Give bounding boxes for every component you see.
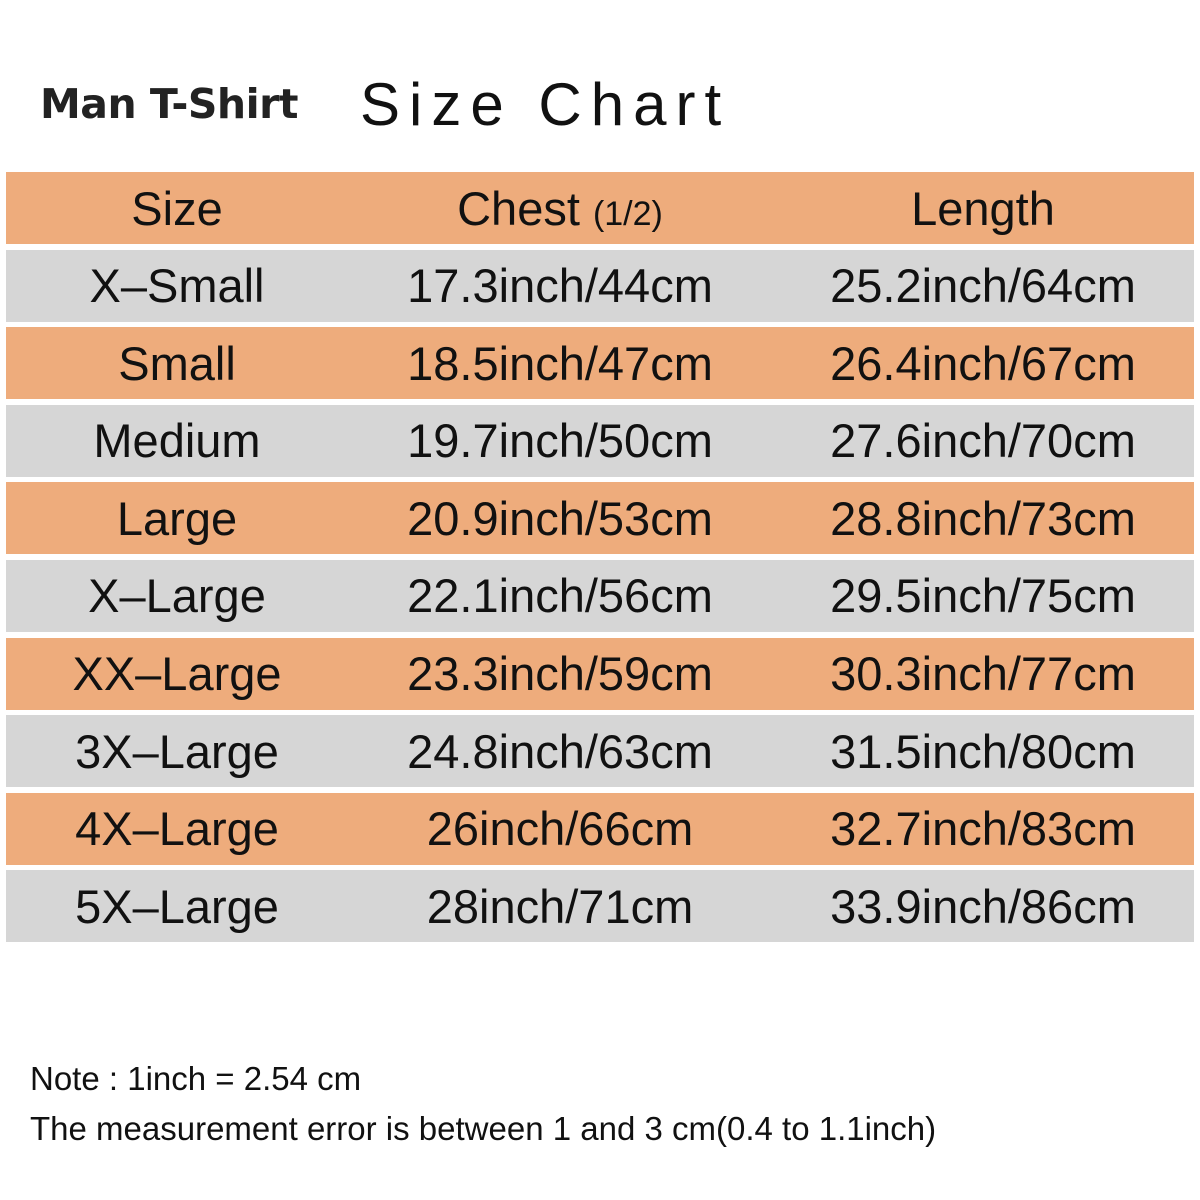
cell-chest: 28inch/71cm [426, 879, 694, 933]
brand-title: Man T-Shirt [40, 80, 298, 128]
cell-length: 33.9inch/86cm [830, 879, 1136, 933]
cell-size: Medium [93, 414, 261, 468]
cell-chest: 22.1inch/56cm [407, 569, 713, 623]
cell-size: 5X–Large [75, 879, 279, 933]
table-row: Small 18.5inch/47cm 26.4inch/67cm [6, 327, 1194, 400]
cell-size: 4X–Large [75, 802, 279, 856]
table-row: 5X–Large 28inch/71cm 33.9inch/86cm [6, 870, 1194, 943]
cell-chest: 20.9inch/53cm [407, 491, 713, 545]
cell-length: 25.2inch/64cm [830, 259, 1136, 313]
cell-length: 29.5inch/75cm [830, 569, 1136, 623]
cell-size: Small [118, 336, 236, 390]
cell-length: 27.6inch/70cm [830, 414, 1136, 468]
table-row: 3X–Large 24.8inch/63cm 31.5inch/80cm [6, 715, 1194, 788]
cell-length: 28.8inch/73cm [830, 491, 1136, 545]
page-title: Size Chart [360, 71, 731, 138]
header-chest-label: Chest [457, 181, 580, 235]
header-chest: Chest (1/2) [348, 181, 772, 236]
cell-size: XX–Large [72, 647, 282, 701]
cell-chest: 24.8inch/63cm [407, 724, 713, 778]
note-conversion: Note : 1inch = 2.54 cm [30, 1060, 362, 1097]
cell-length: 26.4inch/67cm [830, 336, 1136, 390]
table-header-row: Size Chest (1/2) Length [6, 172, 1194, 244]
cell-chest: 19.7inch/50cm [407, 414, 713, 468]
cell-chest: 17.3inch/44cm [407, 259, 713, 313]
size-table: Size Chest (1/2) Length X–Small 17.3inch/… [6, 172, 1194, 948]
note-error: The measurement error is between 1 and 3… [30, 1110, 937, 1147]
table-row: Large 20.9inch/53cm 28.8inch/73cm [6, 482, 1194, 555]
header-chest-note: (1/2) [592, 194, 663, 233]
table-row: Medium 19.7inch/50cm 27.6inch/70cm [6, 404, 1194, 477]
cell-length: 31.5inch/80cm [830, 724, 1136, 778]
cell-size: 3X–Large [75, 724, 279, 778]
header-size: Size [131, 181, 223, 235]
cell-length: 32.7inch/83cm [830, 802, 1136, 856]
table-row: XX–Large 23.3inch/59cm 30.3inch/77cm [6, 637, 1194, 710]
table-row: X–Small 17.3inch/44cm 25.2inch/64cm [6, 249, 1194, 322]
table-row: X–Large 22.1inch/56cm 29.5inch/75cm [6, 559, 1194, 632]
cell-size: X–Large [88, 569, 266, 623]
header-length: Length [911, 181, 1055, 235]
table-row: 4X–Large 26inch/66cm 32.7inch/83cm [6, 792, 1194, 865]
cell-chest: 18.5inch/47cm [407, 336, 713, 390]
cell-chest: 23.3inch/59cm [407, 647, 713, 701]
cell-size: X–Small [89, 259, 265, 313]
cell-chest: 26inch/66cm [426, 802, 694, 856]
cell-size: Large [116, 491, 238, 545]
cell-length: 30.3inch/77cm [830, 647, 1136, 701]
